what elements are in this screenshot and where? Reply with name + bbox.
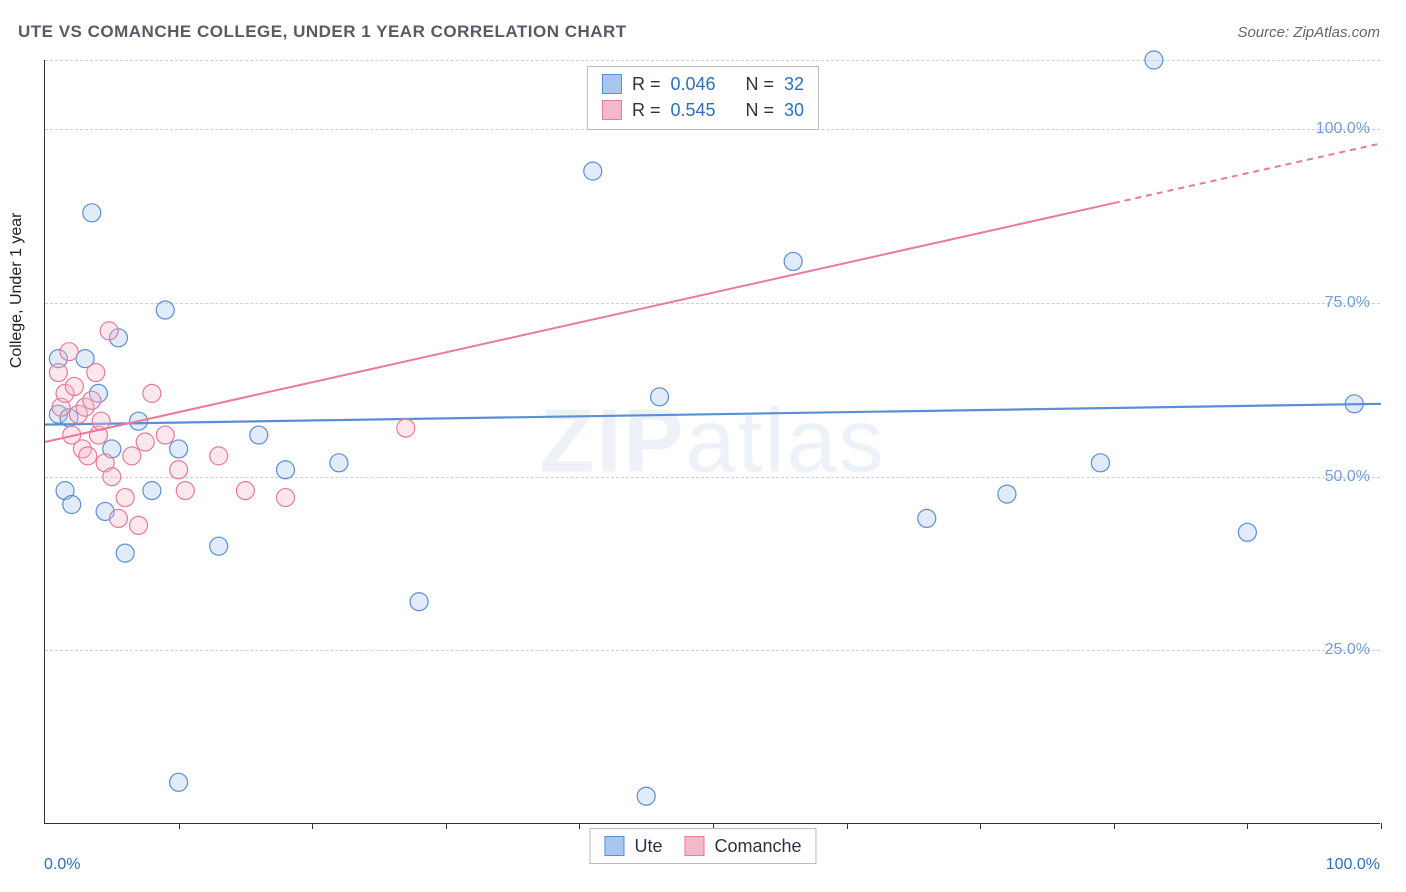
data-point: [83, 391, 101, 409]
data-point: [130, 516, 148, 534]
data-point: [210, 537, 228, 555]
legend-label: Comanche: [714, 833, 801, 859]
x-tick-mark: [1381, 823, 1382, 829]
chart-svg-layer: [45, 60, 1380, 823]
data-point: [176, 482, 194, 500]
chart-title: UTE VS COMANCHE COLLEGE, UNDER 1 YEAR CO…: [18, 22, 627, 42]
data-point: [103, 468, 121, 486]
x-axis-max-label: 100.0%: [1326, 856, 1380, 874]
series-legend: Ute Comanche: [589, 828, 816, 864]
y-tick-label: 25.0%: [1325, 641, 1370, 659]
data-point: [170, 461, 188, 479]
r-value: 0.545: [670, 97, 715, 123]
correlation-stats-legend: R = 0.046 N = 32 R = 0.545 N = 30: [587, 66, 819, 130]
data-point: [276, 489, 294, 507]
n-label: N =: [746, 97, 775, 123]
legend-item: Ute: [604, 833, 662, 859]
data-point: [584, 162, 602, 180]
data-point: [60, 343, 78, 361]
data-point: [170, 440, 188, 458]
data-point: [156, 301, 174, 319]
x-tick-mark: [980, 823, 981, 829]
data-point: [236, 482, 254, 500]
data-point: [276, 461, 294, 479]
n-value: 32: [784, 71, 804, 97]
y-tick-label: 50.0%: [1325, 468, 1370, 486]
r-value: 0.046: [670, 71, 715, 97]
data-point: [109, 509, 127, 527]
x-tick-mark: [1247, 823, 1248, 829]
data-point: [1145, 51, 1163, 69]
data-point: [918, 509, 936, 527]
series-swatch: [602, 74, 622, 94]
trend-line-extrapolated: [1114, 143, 1381, 203]
data-point: [63, 496, 81, 514]
y-tick-label: 75.0%: [1325, 294, 1370, 312]
series-swatch: [684, 836, 704, 856]
data-point: [65, 377, 83, 395]
series-swatch: [604, 836, 624, 856]
x-axis-min-label: 0.0%: [44, 856, 80, 874]
x-tick-mark: [312, 823, 313, 829]
source-attribution: Source: ZipAtlas.com: [1237, 24, 1380, 41]
n-value: 30: [784, 97, 804, 123]
data-point: [410, 593, 428, 611]
data-point: [136, 433, 154, 451]
x-tick-mark: [579, 823, 580, 829]
r-label: R =: [632, 71, 661, 97]
r-label: R =: [632, 97, 661, 123]
data-point: [116, 544, 134, 562]
data-point: [116, 489, 134, 507]
y-tick-label: 100.0%: [1316, 120, 1370, 138]
chart-plot-area: ZIPatlas 25.0%50.0%75.0%100.0%: [44, 60, 1380, 824]
data-point: [79, 447, 97, 465]
data-point: [784, 252, 802, 270]
data-point: [49, 364, 67, 382]
data-point: [123, 447, 141, 465]
x-tick-mark: [1114, 823, 1115, 829]
data-point: [1238, 523, 1256, 541]
data-point: [143, 482, 161, 500]
data-point: [156, 426, 174, 444]
data-point: [998, 485, 1016, 503]
legend-item: Comanche: [684, 833, 801, 859]
data-point: [250, 426, 268, 444]
series-swatch: [602, 100, 622, 120]
data-point: [100, 322, 118, 340]
trend-line: [45, 203, 1114, 442]
data-point: [1091, 454, 1109, 472]
n-label: N =: [746, 71, 775, 97]
data-point: [143, 384, 161, 402]
stats-legend-row: R = 0.545 N = 30: [602, 97, 804, 123]
data-point: [637, 787, 655, 805]
trend-line: [45, 404, 1381, 425]
stats-legend-row: R = 0.046 N = 32: [602, 71, 804, 97]
data-point: [87, 364, 105, 382]
x-tick-mark: [847, 823, 848, 829]
x-tick-mark: [179, 823, 180, 829]
data-point: [170, 773, 188, 791]
x-tick-mark: [446, 823, 447, 829]
data-point: [210, 447, 228, 465]
y-axis-label: College, Under 1 year: [8, 213, 26, 369]
data-point: [330, 454, 348, 472]
data-point: [397, 419, 415, 437]
data-point: [651, 388, 669, 406]
legend-label: Ute: [634, 833, 662, 859]
data-point: [83, 204, 101, 222]
